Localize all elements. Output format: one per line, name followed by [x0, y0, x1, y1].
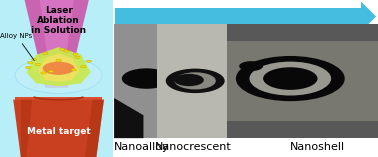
Circle shape	[75, 56, 80, 58]
Text: Nanocrescent: Nanocrescent	[154, 142, 231, 152]
Text: Laser
Ablation
in Solution: Laser Ablation in Solution	[31, 6, 86, 35]
Circle shape	[64, 50, 69, 52]
Circle shape	[71, 69, 76, 71]
Circle shape	[122, 68, 171, 89]
Bar	[227, 24, 378, 138]
Text: Metal target: Metal target	[27, 127, 90, 136]
Circle shape	[81, 66, 86, 68]
Bar	[115, 8, 361, 25]
Circle shape	[60, 48, 65, 51]
Polygon shape	[13, 100, 104, 157]
Circle shape	[43, 62, 74, 75]
Circle shape	[249, 62, 331, 95]
Circle shape	[31, 59, 37, 61]
Bar	[227, 41, 378, 121]
Bar	[157, 24, 231, 138]
Polygon shape	[26, 47, 91, 86]
Circle shape	[263, 67, 318, 90]
Circle shape	[28, 62, 33, 64]
Bar	[114, 24, 173, 138]
Circle shape	[166, 69, 225, 93]
Polygon shape	[361, 2, 376, 31]
Text: Nanoshell: Nanoshell	[290, 142, 345, 152]
Circle shape	[73, 53, 78, 55]
Text: Alloy NPs: Alloy NPs	[0, 33, 34, 61]
Text: Nanoalloy: Nanoalloy	[114, 142, 170, 152]
Polygon shape	[21, 100, 32, 157]
Circle shape	[35, 63, 40, 65]
Circle shape	[26, 66, 31, 69]
Circle shape	[239, 61, 263, 71]
Polygon shape	[40, 0, 74, 85]
Polygon shape	[15, 97, 102, 100]
Circle shape	[236, 56, 345, 101]
Circle shape	[41, 72, 46, 74]
Polygon shape	[85, 100, 104, 157]
Circle shape	[56, 59, 61, 62]
Circle shape	[48, 70, 54, 73]
Polygon shape	[38, 53, 79, 82]
Circle shape	[86, 60, 91, 62]
Polygon shape	[25, 0, 89, 88]
Bar	[0, 0, 113, 157]
Polygon shape	[114, 98, 143, 138]
Circle shape	[43, 52, 48, 54]
Circle shape	[174, 74, 204, 86]
Circle shape	[175, 72, 216, 89]
Circle shape	[15, 57, 102, 93]
